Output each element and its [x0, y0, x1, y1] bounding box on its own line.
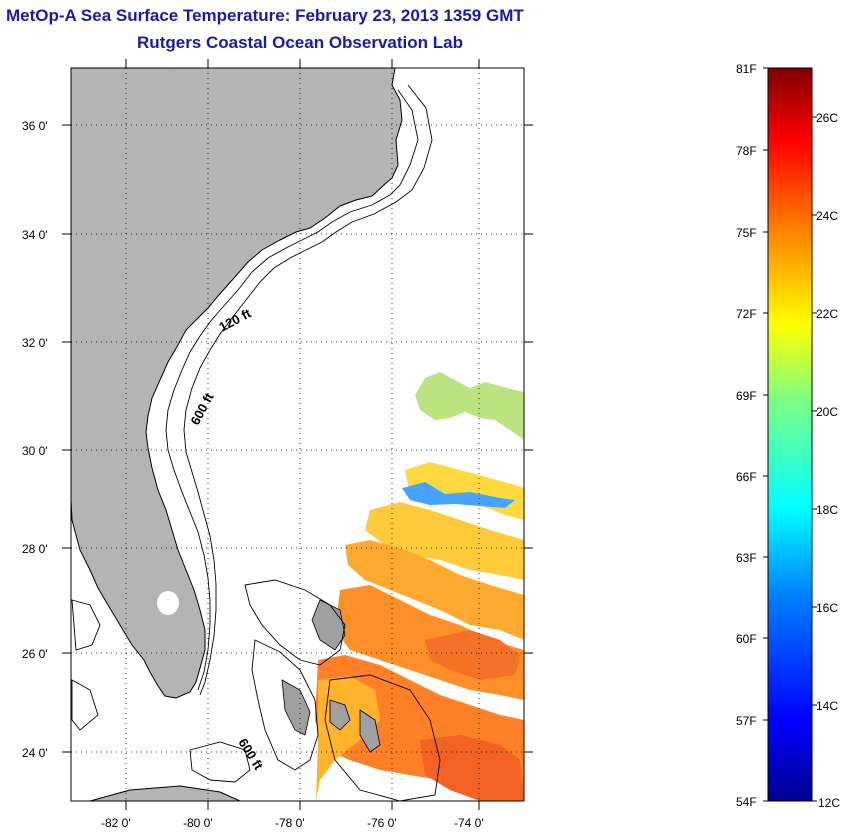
cb-f-81: 81F [736, 62, 757, 76]
longitude-labels: -82 0' -80 0' -78 0' -76 0' -74 0' [101, 816, 484, 830]
lat-label-34: 34 0' [22, 228, 48, 242]
cb-c-18: 18C [816, 503, 838, 517]
cb-f-69: 69F [736, 389, 757, 403]
map-frame [70, 67, 525, 802]
colorbar: 81F 78F 75F 72F 69F 66F 63F 60F 57F 54F … [736, 62, 840, 810]
lon-label-80: -80 0' [183, 816, 213, 830]
cb-f-75: 75F [736, 226, 757, 240]
cb-f-60: 60F [736, 632, 757, 646]
latitude-labels: 36 0' 34 0' 32 0' 30 0' 28 0' 26 0' 24 0… [22, 119, 48, 760]
page-title: MetOp-A Sea Surface Temperature: Februar… [6, 6, 524, 25]
cb-f-54: 54F [736, 795, 757, 809]
map-grid [71, 68, 524, 801]
cb-c-26: 26C [816, 111, 838, 125]
cb-c-14: 14C [816, 699, 838, 713]
lon-label-76: -76 0' [367, 816, 397, 830]
lat-label-32: 32 0' [22, 336, 48, 350]
cb-c-22: 22C [816, 307, 838, 321]
cb-c-16: 16C [816, 601, 838, 615]
cb-c-20: 20C [816, 405, 838, 419]
cb-f-57: 57F [736, 714, 757, 728]
lat-label-24: 24 0' [22, 746, 48, 760]
axis-ticks [62, 59, 533, 810]
lat-label-30: 30 0' [22, 444, 48, 458]
colorbar-gradient [767, 67, 813, 802]
land [71, 68, 403, 801]
cb-c-24: 24C [816, 209, 838, 223]
lat-label-36: 36 0' [22, 119, 48, 133]
lat-label-26: 26 0' [22, 647, 48, 661]
sst-data-patches [315, 372, 524, 801]
cb-f-78: 78F [736, 144, 757, 158]
cb-c-12: 12C [818, 796, 840, 810]
cb-f-66: 66F [736, 470, 757, 484]
lon-label-78: -78 0' [275, 816, 305, 830]
bathymetry-contours [71, 84, 441, 801]
page-subtitle: Rutgers Coastal Ocean Observation Lab [137, 33, 463, 52]
cb-f-63: 63F [736, 551, 757, 565]
cb-f-72: 72F [736, 307, 757, 321]
lat-label-28: 28 0' [22, 542, 48, 556]
map-area: 120 ft 600 ft 600 ft [71, 68, 524, 801]
lon-label-82: -82 0' [101, 816, 131, 830]
lon-label-74: -74 0' [454, 816, 484, 830]
